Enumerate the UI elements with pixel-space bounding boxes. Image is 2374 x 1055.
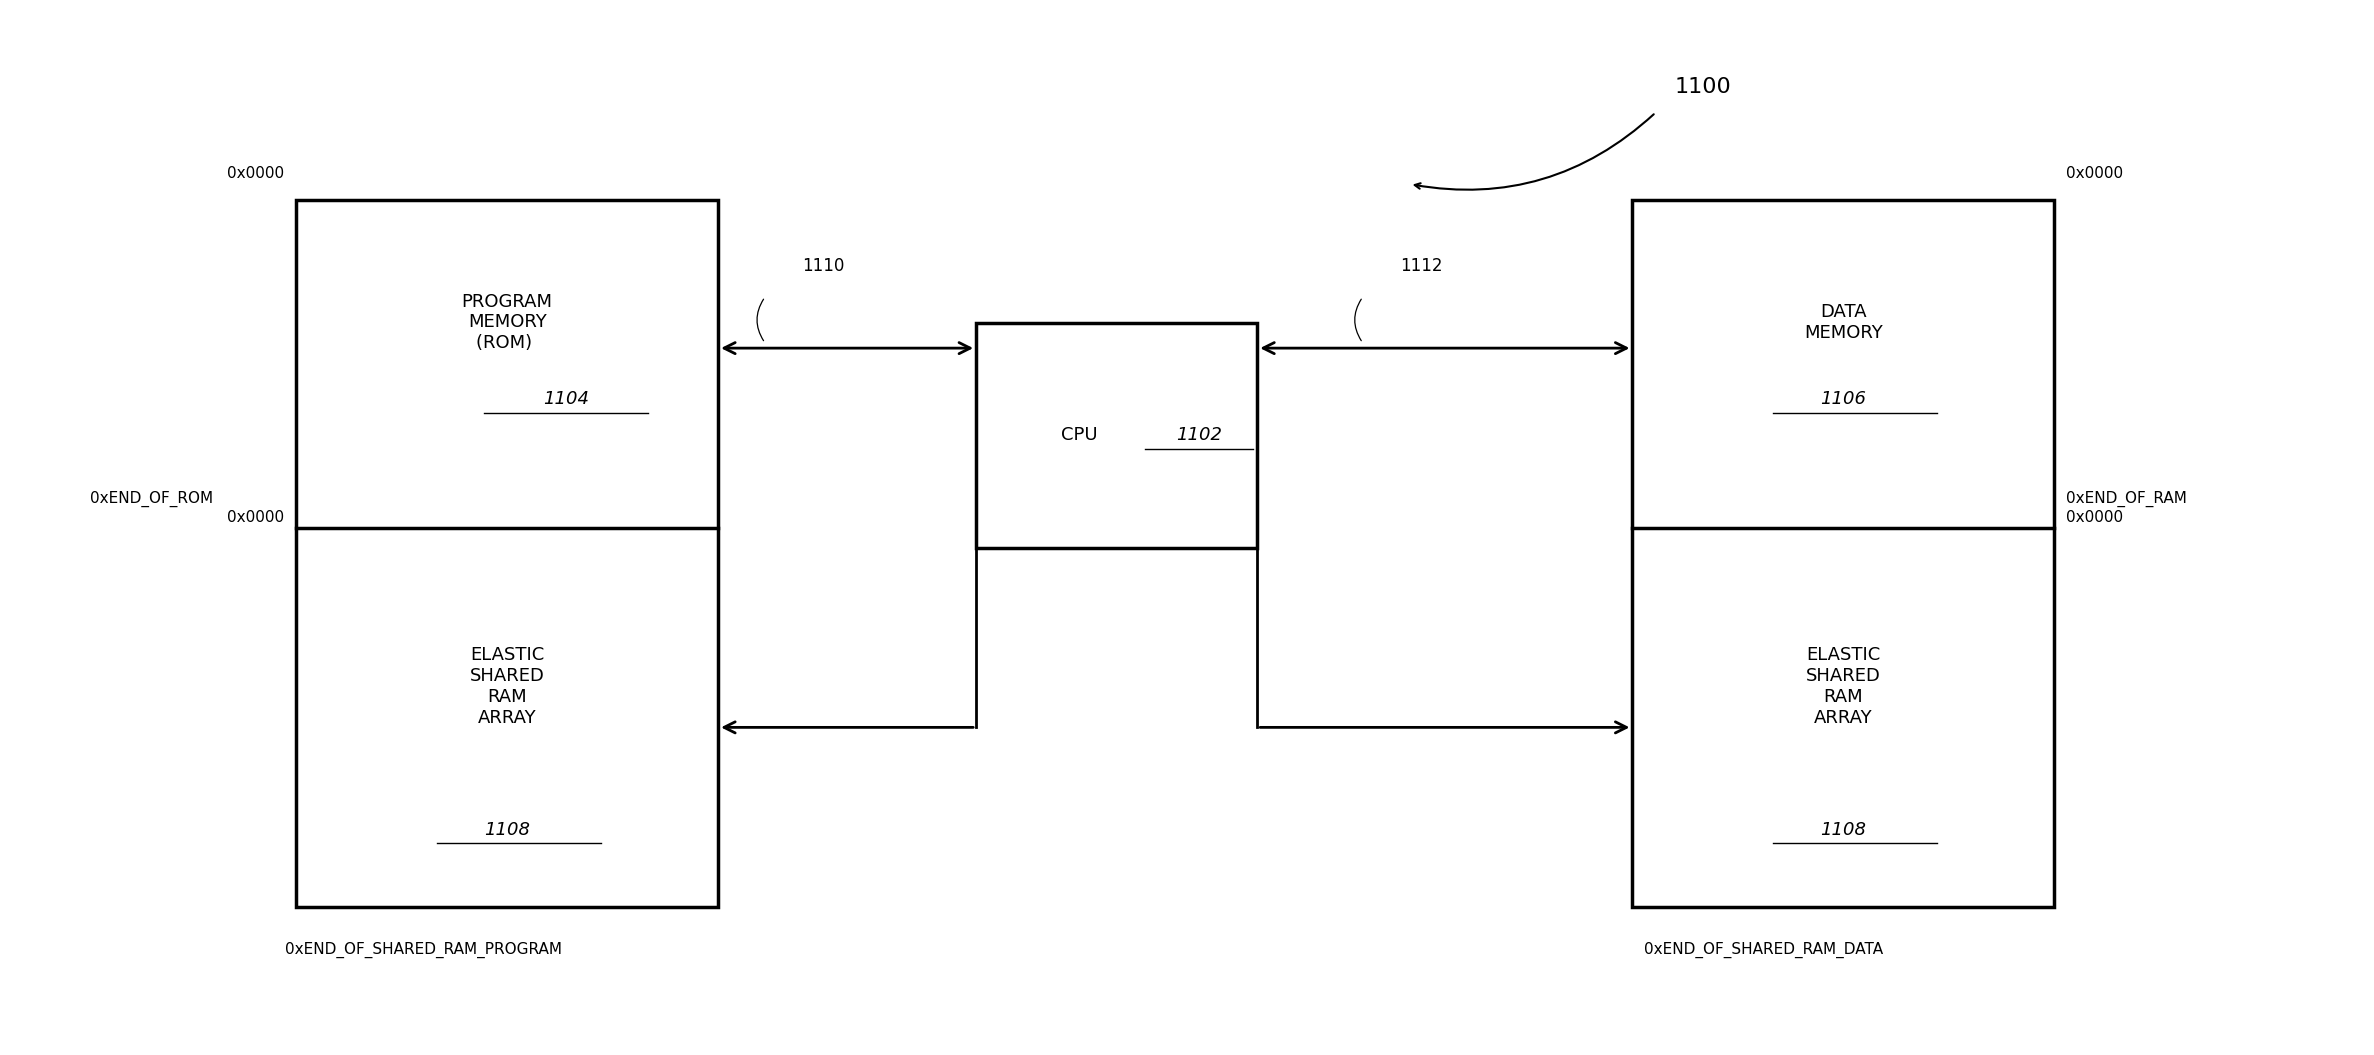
Text: 0xEND_OF_ROM: 0xEND_OF_ROM bbox=[90, 491, 214, 506]
Text: 0x0000: 0x0000 bbox=[2065, 167, 2122, 181]
Text: CPU: CPU bbox=[1061, 426, 1097, 444]
Text: 1106: 1106 bbox=[1821, 390, 1866, 408]
Text: 1110: 1110 bbox=[802, 257, 845, 275]
Bar bbox=[976, 323, 1258, 548]
Bar bbox=[1633, 199, 2054, 906]
Text: 0xEND_OF_RAM: 0xEND_OF_RAM bbox=[2065, 491, 2186, 506]
Bar bbox=[297, 199, 719, 906]
Text: PROGRAM
MEMORY
(ROM): PROGRAM MEMORY (ROM) bbox=[461, 292, 553, 352]
Text: 1102: 1102 bbox=[1175, 426, 1223, 444]
Text: 1108: 1108 bbox=[1821, 821, 1866, 839]
Text: 0xEND_OF_SHARED_RAM_PROGRAM: 0xEND_OF_SHARED_RAM_PROGRAM bbox=[285, 942, 563, 958]
Text: 0x0000: 0x0000 bbox=[2065, 510, 2122, 524]
Text: 1100: 1100 bbox=[1674, 77, 1731, 97]
Text: ELASTIC
SHARED
RAM
ARRAY: ELASTIC SHARED RAM ARRAY bbox=[1807, 646, 1880, 727]
Text: ELASTIC
SHARED
RAM
ARRAY: ELASTIC SHARED RAM ARRAY bbox=[470, 646, 544, 727]
Text: 0xEND_OF_SHARED_RAM_DATA: 0xEND_OF_SHARED_RAM_DATA bbox=[1645, 942, 1883, 958]
Text: 1104: 1104 bbox=[544, 390, 589, 408]
Text: 1108: 1108 bbox=[484, 821, 529, 839]
Text: 0x0000: 0x0000 bbox=[228, 510, 285, 524]
Text: 1112: 1112 bbox=[1401, 257, 1443, 275]
Text: DATA
MEMORY: DATA MEMORY bbox=[1804, 303, 1883, 342]
Text: 0x0000: 0x0000 bbox=[228, 167, 285, 181]
